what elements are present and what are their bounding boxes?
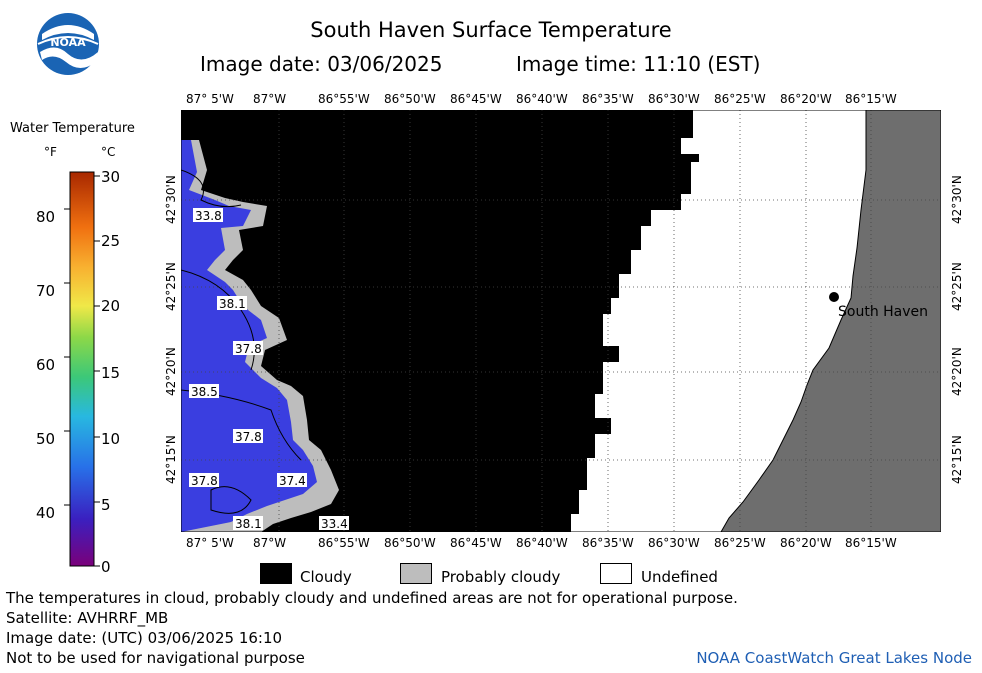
lon-label-bottom: 86°35'W	[582, 536, 634, 550]
lon-label-bottom: 86°45'W	[450, 536, 502, 550]
colorbar-c-20: 20	[101, 297, 121, 315]
lat-label-right: 42°30'N	[950, 175, 964, 224]
temp-label: 37.4	[279, 474, 306, 488]
colorbar-unit-c: °C	[101, 145, 116, 159]
water-area	[181, 140, 317, 532]
colorbar-c-0: 0	[101, 558, 111, 576]
lat-label-right: 42°20'N	[950, 347, 964, 396]
lon-label-bottom: 87°W	[253, 536, 287, 550]
noaa-logo-icon: NOAA	[37, 13, 99, 75]
legend-cloudy-label: Cloudy	[300, 568, 352, 586]
colorbar-c-30: 30	[101, 168, 121, 186]
legend-undefined-label: Undefined	[641, 568, 718, 586]
colorbar-f-70: 70	[36, 282, 56, 300]
utc-date: Image date: (UTC) 03/06/2025 16:10	[6, 629, 283, 647]
legend-probably-cloudy-swatch	[400, 563, 432, 584]
temp-label-bg	[233, 516, 263, 530]
temp-label-bg	[233, 429, 263, 443]
land-area	[720, 110, 941, 532]
credit: NOAA CoastWatch Great Lakes Node	[696, 649, 972, 667]
temp-label: 38.5	[191, 385, 218, 399]
temp-label: 33.8	[195, 209, 222, 223]
temp-label: 38.1	[235, 517, 262, 531]
lon-label-top: 86°20'W	[780, 92, 832, 106]
temp-label: 38.1	[219, 297, 246, 311]
lon-label-bottom: 86°25'W	[714, 536, 766, 550]
lon-label-top: 86°45'W	[450, 92, 502, 106]
lon-label-top: 86°35'W	[582, 92, 634, 106]
lon-label-bottom: 86°15'W	[845, 536, 897, 550]
disclaimer: The temperatures in cloud, probably clou…	[6, 589, 738, 607]
lon-label-top: 87° 5'W	[186, 92, 234, 106]
lon-label-top: 87°W	[253, 92, 287, 106]
legend-probably-cloudy-label: Probably cloudy	[441, 568, 561, 586]
lon-label-bottom: 86°20'W	[780, 536, 832, 550]
lon-label-bottom: 86°40'W	[516, 536, 568, 550]
satellite: Satellite: AVHRRF_MB	[6, 609, 169, 627]
image-date: Image date: 03/06/2025	[200, 52, 443, 76]
lon-label-top: 86°15'W	[845, 92, 897, 106]
colorbar-f-40: 40	[36, 504, 56, 522]
temp-label-bg	[217, 296, 247, 310]
noaa-logo-text: NOAA	[50, 36, 86, 49]
temp-label: 37.8	[191, 474, 218, 488]
temp-label: 37.8	[235, 342, 262, 356]
lat-label-right: 42°25'N	[950, 262, 964, 311]
temp-label-bg	[189, 384, 219, 398]
lon-label-top: 86°30'W	[648, 92, 700, 106]
colorbar-f-80: 80	[36, 208, 56, 226]
lat-label-left: 42°30'N	[164, 175, 178, 224]
colorbar-f-50: 50	[36, 430, 56, 448]
lat-label-left: 42°25'N	[164, 262, 178, 311]
lon-label-top: 86°55'W	[318, 92, 370, 106]
legend-cloudy-swatch	[260, 563, 292, 584]
colorbar-c-10: 10	[101, 430, 121, 448]
south-haven-label: South Haven	[838, 304, 928, 320]
lon-label-bottom: 86°55'W	[318, 536, 370, 550]
colorbar-unit-f: °F	[44, 145, 57, 159]
cloud-area	[181, 110, 699, 532]
lon-label-top: 86°40'W	[516, 92, 568, 106]
image-time: Image time: 11:10 (EST)	[516, 52, 761, 76]
colorbar-f-60: 60	[36, 356, 56, 374]
lon-label-bottom: 86°30'W	[648, 536, 700, 550]
lon-label-bottom: 87° 5'W	[186, 536, 234, 550]
temp-label-bg	[319, 516, 349, 530]
colorbar-title: Water Temperature	[10, 121, 135, 136]
temp-label-bg	[189, 473, 219, 487]
lon-label-bottom: 86°50'W	[384, 536, 436, 550]
nav-note: Not to be used for navigational purpose	[6, 649, 305, 667]
temp-label-bg	[233, 341, 263, 355]
legend-undefined-swatch	[600, 563, 632, 584]
lon-label-top: 86°50'W	[384, 92, 436, 106]
temp-label: 37.8	[235, 430, 262, 444]
colorbar-c-25: 25	[101, 232, 121, 250]
lat-label-right: 42°15'N	[950, 435, 964, 484]
colorbar-c-15: 15	[101, 364, 121, 382]
temp-label: 33.4	[321, 517, 348, 531]
lat-label-left: 42°20'N	[164, 347, 178, 396]
colorbar	[64, 171, 100, 567]
lat-label-left: 42°15'N	[164, 435, 178, 484]
map: South Haven 33.8 38.1 37.8 38.5 37.8 37.8 37.4…	[181, 110, 941, 532]
colorbar-c-5: 5	[101, 496, 111, 514]
temp-label-bg	[277, 473, 307, 487]
temp-label-bg	[193, 208, 223, 222]
page-title: South Haven Surface Temperature	[310, 18, 672, 42]
lon-label-top: 86°25'W	[714, 92, 766, 106]
south-haven-marker	[829, 292, 839, 302]
